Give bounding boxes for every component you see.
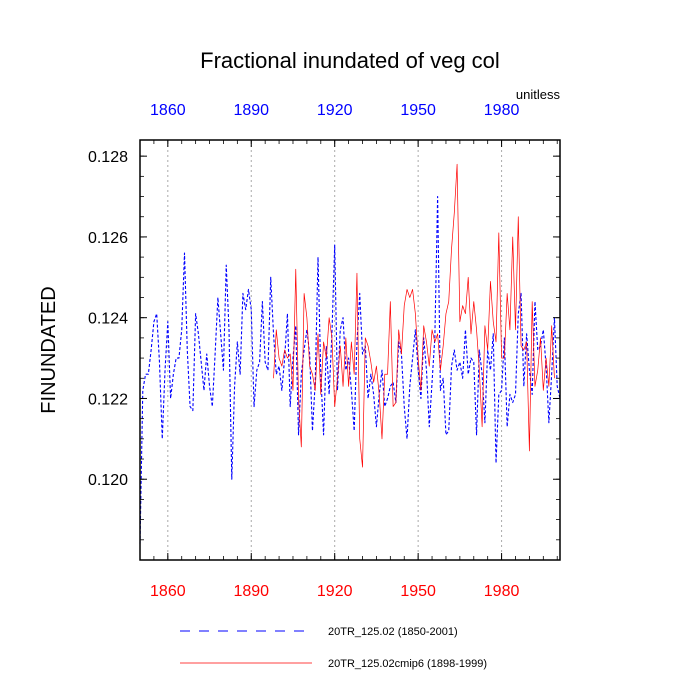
x-tick-label-top: 1950 xyxy=(400,102,436,119)
x-tick-label-top: 1860 xyxy=(150,102,186,119)
x-tick-label-bottom: 1980 xyxy=(484,583,520,600)
x-tick-label-top: 1890 xyxy=(233,102,269,119)
y-tick-label: 0.124 xyxy=(88,311,128,328)
x-tick-label-bottom: 1920 xyxy=(317,583,353,600)
y-tick-label: 0.128 xyxy=(88,149,128,166)
axis-ticks: 1860 1860 1890 1890 1920 1920 1950 1950 1980 1980… xyxy=(88,102,560,600)
x-tick-label-top: 1980 xyxy=(484,102,520,119)
y-tick-label: 0.126 xyxy=(88,230,128,247)
chart-title: Fractional inundated of veg col xyxy=(200,48,500,73)
series-line-2 xyxy=(273,163,555,468)
x-tick-label-bottom: 1860 xyxy=(150,583,186,600)
y-tick-label: 0.120 xyxy=(88,472,128,489)
legend-label-1: 20TR_125.02 (1850-2001) xyxy=(328,626,458,638)
x-tick-label-bottom: 1950 xyxy=(400,583,436,600)
y-axis-label: FINUNDATED xyxy=(38,286,60,413)
units-label: unitless xyxy=(516,87,561,102)
legend: 20TR_125.02 (1850-2001) 20TR_125.02cmip6 … xyxy=(180,626,487,670)
legend-label-2: 20TR_125.02cmip6 (1898-1999) xyxy=(328,658,487,670)
plot-frame xyxy=(139,139,561,561)
x-tick-label-bottom: 1890 xyxy=(233,583,269,600)
x-tick-label-top: 1920 xyxy=(317,102,353,119)
y-tick-label: 0.122 xyxy=(88,391,128,408)
series-layer xyxy=(139,163,561,544)
series-line-1 xyxy=(139,195,561,544)
gridlines xyxy=(167,140,503,560)
